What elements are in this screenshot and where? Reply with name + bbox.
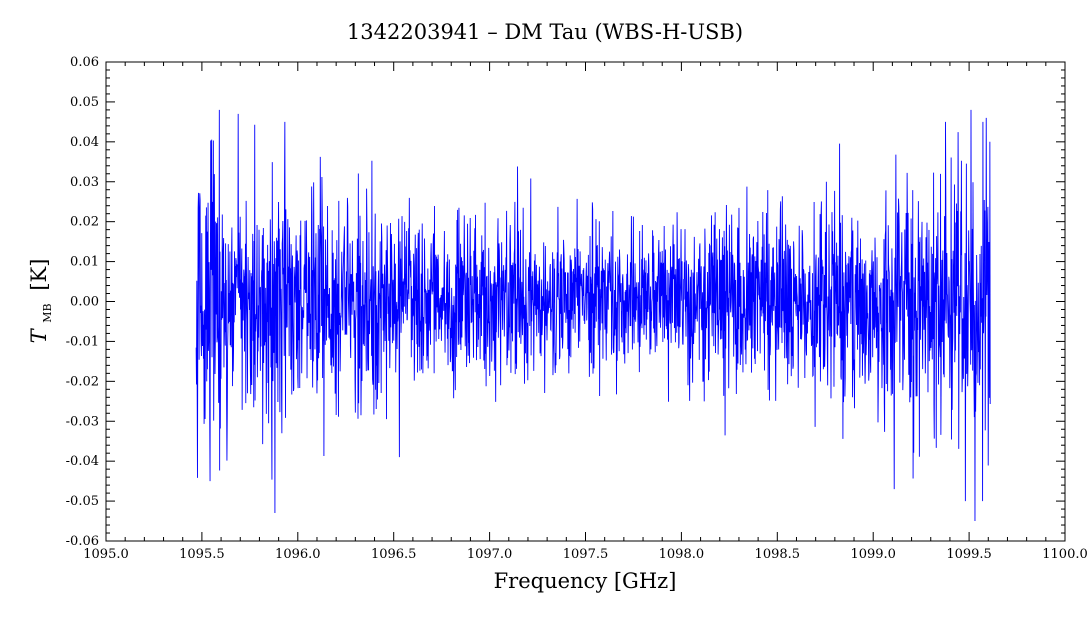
- x-tick-label: 1096.5: [371, 547, 417, 562]
- x-axis-label: Frequency [GHz]: [494, 569, 677, 593]
- y-tick-label: -0.03: [66, 414, 99, 429]
- y-tick-label: 0.00: [70, 295, 99, 310]
- x-tick-label: 1097.0: [467, 547, 513, 562]
- x-tick-label: 1095.5: [179, 547, 225, 562]
- x-tick-label: 1098.0: [659, 547, 705, 562]
- y-axis-label-symbol: T: [27, 327, 51, 343]
- y-tick-label: -0.06: [66, 534, 99, 549]
- y-tick-label: -0.04: [66, 454, 99, 469]
- chart-title: 1342203941 – DM Tau (WBS-H-USB): [347, 20, 743, 44]
- y-tick-label: 0.05: [70, 95, 99, 110]
- spectrum-series-line: [195, 109, 991, 522]
- x-tick-label: 1095.0: [83, 547, 129, 562]
- x-tick-label: 1100.0: [1042, 547, 1088, 562]
- y-tick-label: -0.05: [66, 494, 99, 509]
- x-tick-label: 1099.5: [946, 547, 992, 562]
- x-tick-label: 1097.5: [563, 547, 609, 562]
- y-axis-label: T MB [K]: [27, 259, 56, 344]
- y-tick-label: -0.01: [66, 334, 99, 349]
- ticks-layer: [105, 61, 1066, 542]
- series-layer: [195, 109, 991, 522]
- y-tick-label: 0.03: [70, 175, 99, 190]
- x-tick-label: 1098.5: [755, 547, 801, 562]
- tick-labels-layer: 1095.0 1095.5 1096.0 1096.5 1097.0 1097.5 1098…: [66, 55, 1088, 562]
- y-axis-label-subscript: MB: [41, 303, 54, 322]
- y-tick-label: 0.06: [70, 55, 99, 70]
- y-tick-label: 0.02: [70, 215, 99, 230]
- y-tick-label: 0.01: [70, 255, 99, 270]
- x-tick-label: 1096.0: [275, 547, 321, 562]
- y-tick-label: -0.02: [66, 374, 99, 389]
- y-tick-label: 0.04: [70, 135, 99, 150]
- x-tick-label: 1099.0: [850, 547, 896, 562]
- y-axis-label-unit: [K]: [27, 259, 51, 291]
